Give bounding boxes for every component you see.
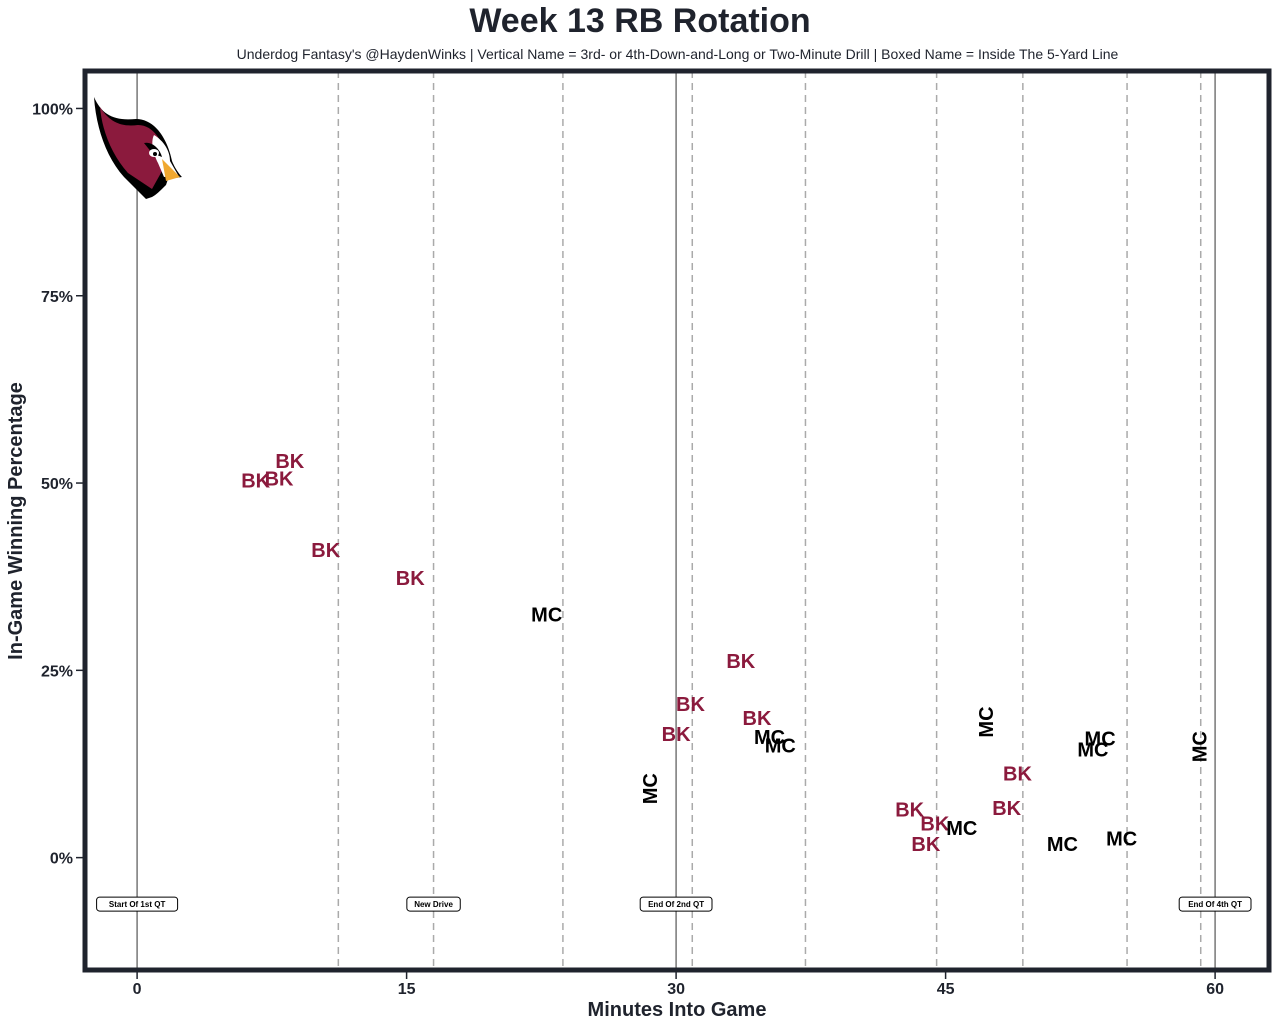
gridlines — [136, 71, 1216, 970]
chart-subtitle: Underdog Fantasy's @HaydenWinks | Vertic… — [236, 46, 1119, 62]
axes: 0 15 30 45 60 0% 25% 50% 75% 100% — [32, 101, 1224, 998]
point-label-mc: MC — [754, 727, 785, 749]
point-label-bk: BK — [911, 834, 940, 856]
point-label-bk: BK — [992, 798, 1021, 820]
annotation-box — [639, 896, 713, 912]
point-label-mc: MC — [640, 773, 662, 804]
x-tick-label: 30 — [667, 981, 685, 998]
y-tick-label: 50% — [41, 476, 73, 493]
point-label-bk: BK — [1003, 763, 1032, 785]
cardinals-logo — [94, 97, 182, 199]
x-tick-label: 15 — [398, 981, 416, 998]
y-tick-label: 0% — [50, 851, 73, 868]
point-label-mc: MC — [976, 706, 998, 737]
point-label-mc: MC — [946, 818, 977, 840]
annotation-label: New Drive — [414, 900, 453, 909]
annotation-box — [406, 896, 461, 912]
point-label-mc: MC — [1085, 728, 1116, 750]
annotation-label: End Of 4th QT — [1188, 900, 1242, 909]
point-label-bk: BK — [726, 651, 755, 673]
point-label-bk: BK — [743, 708, 772, 730]
annotation-label: End Of 2nd QT — [648, 900, 704, 909]
point-label-mc: MC — [1106, 829, 1137, 851]
data-points: BKBKBKBKBKMCMCBKBKBKBKMCMCBKBKBKMCMCBKBK… — [241, 451, 1211, 856]
point-label-mc: MC — [765, 736, 796, 758]
point-label-mc: MC — [1077, 739, 1108, 761]
point-label-bk: BK — [275, 451, 304, 473]
y-tick-label: 100% — [32, 101, 73, 118]
plot-frame — [82, 68, 1272, 973]
chart-title: Week 13 RB Rotation — [469, 2, 811, 40]
point-label-bk: BK — [920, 814, 949, 836]
point-label-bk: BK — [265, 468, 294, 490]
y-tick-label: 75% — [41, 289, 73, 306]
point-label-bk: BK — [241, 471, 270, 493]
annotation-label: Start Of 1st QT — [109, 900, 166, 909]
y-axis-label: In-Game Winning Percentage — [5, 382, 27, 660]
point-label-mc: MC — [1190, 731, 1212, 762]
x-tick-label: 45 — [937, 981, 955, 998]
annotations: Start Of 1st QT New Drive End Of 2nd QT End… — [96, 896, 1252, 912]
x-axis-label: Minutes Into Game — [588, 999, 767, 1021]
point-label-mc: MC — [1047, 834, 1078, 856]
annotation-box — [1178, 896, 1252, 912]
y-tick-label: 25% — [41, 663, 73, 680]
point-label-bk: BK — [676, 694, 705, 716]
point-label-bk: BK — [662, 724, 691, 746]
point-label-mc: MC — [531, 605, 562, 627]
annotation-box — [96, 896, 179, 912]
x-tick-label: 0 — [133, 981, 142, 998]
point-label-bk: BK — [396, 568, 425, 590]
point-label-bk: BK — [895, 799, 924, 821]
point-label-bk: BK — [311, 540, 340, 562]
x-tick-label: 60 — [1206, 981, 1224, 998]
